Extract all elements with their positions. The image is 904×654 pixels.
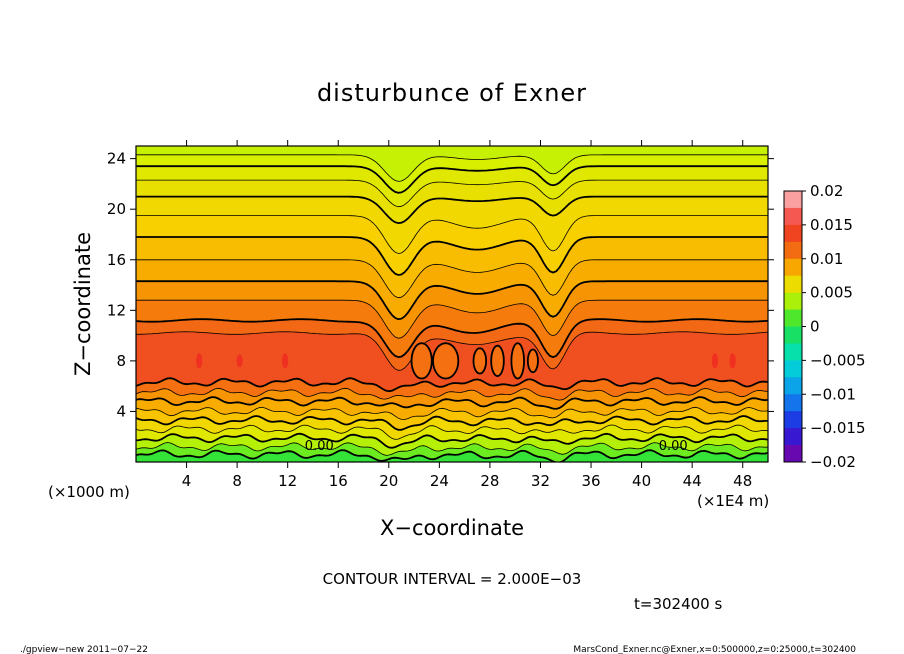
contour-cell bbox=[472, 347, 488, 375]
contour-line bbox=[136, 195, 768, 225]
contour-cell bbox=[526, 348, 539, 374]
x-unit-right: (×1E4 m) bbox=[697, 492, 769, 510]
colorbar-bin bbox=[784, 377, 802, 395]
colorbar-bin bbox=[784, 258, 802, 277]
x-tick-label: 28 bbox=[480, 472, 499, 490]
contour-cell bbox=[432, 342, 460, 380]
x-axis-label: X−coordinate bbox=[380, 516, 524, 540]
colorbar-tick-label: −0.01 bbox=[810, 385, 856, 403]
contour-cell bbox=[196, 353, 203, 369]
colorbar-bin bbox=[784, 411, 802, 429]
contour-cell bbox=[729, 353, 736, 369]
contour-line bbox=[136, 165, 768, 194]
contour-cell bbox=[711, 353, 719, 369]
colorbar-tick-label: 0 bbox=[810, 318, 820, 336]
colorbar-bin bbox=[784, 207, 802, 226]
colorbar-tick-label: 0.02 bbox=[810, 182, 843, 200]
x-axis: 4 8 12 16 20 24 28 32 36 40 44 48 bbox=[182, 140, 752, 490]
y-tick-label: 8 bbox=[116, 352, 126, 370]
contour-interval-label: CONTOUR INTERVAL = 2.000E−03 bbox=[323, 570, 582, 588]
contour-line bbox=[136, 432, 768, 449]
colorbar-bin bbox=[784, 191, 802, 209]
plot-fill bbox=[136, 146, 768, 462]
contour-line bbox=[136, 387, 768, 401]
footer-right: MarsCond_Exner.nc@Exner,x=0:500000,z=0:2… bbox=[573, 645, 856, 654]
colorbar-tick-label: 0.005 bbox=[810, 284, 853, 302]
colorbar-bin bbox=[784, 394, 802, 412]
contour-line bbox=[136, 179, 768, 208]
contour-line bbox=[136, 449, 768, 462]
y-tick-label: 20 bbox=[107, 200, 126, 218]
contour-line bbox=[136, 396, 768, 410]
contour-line bbox=[136, 318, 768, 359]
colorbar-bin bbox=[784, 326, 802, 344]
contour-cell bbox=[490, 344, 505, 377]
contour-line bbox=[136, 236, 768, 276]
contour-label: 0.00 bbox=[659, 439, 688, 454]
x-tick-label: 12 bbox=[278, 472, 297, 490]
contour-cell bbox=[410, 342, 433, 380]
time-label: t=302400 s bbox=[634, 595, 722, 613]
contour-cell bbox=[281, 353, 289, 369]
contour-line bbox=[136, 215, 768, 254]
x-tick-label: 8 bbox=[232, 472, 242, 490]
contour-cell bbox=[510, 342, 525, 380]
colorbar: 0.02 0.015 0.01 0.005 0 −0.005 −0.01 −0.015 −0.0… bbox=[783, 182, 866, 471]
x-tick-label: 48 bbox=[733, 472, 752, 490]
x-tick-label: 4 bbox=[182, 472, 192, 490]
contour-line bbox=[136, 377, 768, 393]
contour-line bbox=[136, 331, 768, 371]
chart-title: disturbunce of Exner bbox=[317, 79, 587, 107]
colorbar-bin bbox=[784, 445, 802, 463]
y-tick-label: 12 bbox=[107, 301, 126, 319]
colorbar-bin bbox=[784, 428, 802, 446]
x-tick-label: 36 bbox=[581, 472, 600, 490]
contour-line bbox=[136, 442, 768, 456]
y-axis: 4 8 12 16 20 24 bbox=[107, 150, 774, 420]
colorbar-bin bbox=[784, 309, 802, 327]
y-tick-label: 4 bbox=[116, 402, 126, 420]
contour-line bbox=[136, 406, 768, 420]
contour-line bbox=[136, 154, 768, 182]
colorbar-bin bbox=[784, 275, 802, 294]
x-unit-left: (×1000 m) bbox=[48, 483, 130, 501]
colorbar-tick-label: −0.02 bbox=[810, 453, 856, 471]
x-tick-label: 40 bbox=[632, 472, 651, 490]
x-tick-label: 16 bbox=[329, 472, 348, 490]
colorbar-tick-label: 0.01 bbox=[810, 250, 843, 268]
contour-cells: 0.00 0.00 bbox=[196, 342, 736, 454]
colorbar-tick-label: 0.015 bbox=[810, 216, 853, 234]
contour-line bbox=[136, 299, 768, 339]
colorbar-tick-label: −0.015 bbox=[810, 419, 866, 437]
y-tick-label: 24 bbox=[107, 150, 126, 168]
colorbar-bin bbox=[784, 224, 802, 243]
contour-line bbox=[136, 280, 768, 321]
x-tick-label: 32 bbox=[531, 472, 550, 490]
y-tick-label: 16 bbox=[107, 251, 126, 269]
contour-cell bbox=[236, 354, 243, 368]
colorbar-bin bbox=[784, 241, 802, 260]
contour-line bbox=[136, 424, 768, 440]
contour-lines bbox=[136, 154, 768, 462]
x-tick-label: 24 bbox=[430, 472, 449, 490]
x-tick-label: 44 bbox=[683, 472, 702, 490]
colorbar-bin bbox=[784, 343, 802, 361]
contour-line bbox=[136, 415, 768, 431]
footer-left: ./gpview−new 2011−07−22 bbox=[20, 645, 148, 654]
contour-label: 0.00 bbox=[305, 439, 334, 454]
colorbar-tick-label: −0.005 bbox=[810, 351, 866, 369]
y-axis-label: Z−coordinate bbox=[71, 232, 95, 376]
plot-frame bbox=[135, 145, 769, 463]
x-tick-label: 20 bbox=[379, 472, 398, 490]
contour-line bbox=[136, 259, 768, 299]
colorbar-bin bbox=[784, 292, 802, 311]
colorbar-bin bbox=[784, 360, 802, 378]
